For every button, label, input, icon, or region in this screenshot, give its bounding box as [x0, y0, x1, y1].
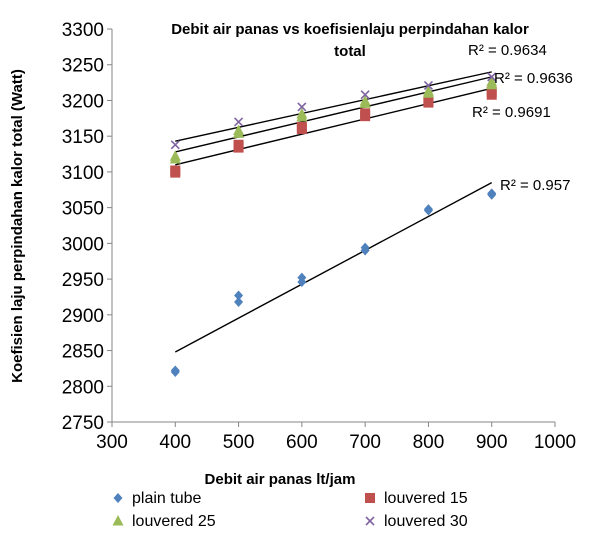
data-point-louvered-25	[169, 153, 181, 164]
x-tick-label: 900	[476, 432, 508, 453]
data-points	[169, 72, 498, 377]
x-tick-label: 700	[349, 432, 381, 453]
chart-title-line-1: Debit air panas vs koefisienlaju perpind…	[171, 21, 529, 38]
y-tick-label: 2950	[62, 270, 104, 291]
x-marker-stroke	[170, 140, 180, 150]
data-point-plain-tube	[234, 296, 244, 307]
data-point-louvered-30	[170, 140, 180, 150]
legend-label-plain-tube: plain tube	[132, 490, 201, 507]
data-point-louvered-15	[360, 111, 371, 122]
y-tick-label: 3000	[62, 234, 104, 255]
data-point-louvered-15	[296, 124, 307, 135]
y-tick-label: 3250	[62, 56, 104, 77]
legend-marker-louvered-15	[365, 493, 375, 503]
x-tick-label: 500	[223, 432, 255, 453]
data-point-plain-tube	[423, 205, 433, 216]
data-point-louvered-15	[170, 167, 181, 178]
data-point-louvered-25	[233, 127, 245, 138]
data-point-louvered-25	[359, 97, 371, 108]
chart-title-line-2: total	[334, 43, 366, 60]
legend-label-louvered-30: louvered 30	[384, 513, 468, 530]
data-point-louvered-15	[233, 142, 244, 153]
data-point-plain-tube	[170, 366, 180, 377]
axes	[107, 28, 556, 427]
trendline-louvered-25	[175, 76, 492, 153]
data-point-louvered-25	[296, 110, 308, 122]
data-point-louvered-30	[487, 72, 497, 82]
y-tick-label: 3100	[62, 163, 104, 184]
legend-marker-louvered-25	[112, 515, 124, 526]
x-marker-stroke	[234, 117, 244, 127]
trendline-louvered-30	[175, 71, 492, 142]
trendline-plain-tube	[174, 182, 493, 353]
r2-label-plain-tube: R² = 0.957	[500, 177, 570, 194]
legend-marker-louvered-30	[365, 516, 375, 526]
legend-label-louvered-25: louvered 25	[132, 513, 216, 530]
x-axis-title: Debit air panas lt/jam	[205, 471, 356, 488]
legend-item-louvered-15: louvered 15	[365, 490, 468, 507]
trendline-louvered-15	[175, 87, 492, 166]
x-tick-label: 400	[159, 432, 191, 453]
legend-label-louvered-15: louvered 15	[384, 490, 468, 507]
x-marker-stroke	[423, 80, 433, 91]
y-tick-labels: 2750 2800 2850 2900 2950 3000 3050 3100 3150 3200…	[62, 20, 104, 434]
y-axis-title: Koefisien laju perpindahan kalor total (…	[9, 69, 26, 383]
data-point-plain-tube	[234, 290, 244, 301]
data-point-louvered-15	[423, 97, 434, 108]
y-tick-label: 2750	[62, 413, 104, 434]
y-tick-label: 3300	[62, 20, 104, 41]
data-point-louvered-15	[486, 89, 497, 100]
x-marker-stroke	[487, 72, 497, 82]
r2-label-louvered-25: R² = 0.9636	[494, 70, 573, 87]
legend-marker-plain-tube	[113, 493, 123, 503]
x-marker-stroke	[365, 516, 375, 526]
x-tick-label: 300	[96, 432, 128, 453]
y-tick-label: 2800	[62, 377, 104, 398]
x-marker-stroke	[297, 102, 307, 112]
r2-label-louvered-15: R² = 0.9691	[472, 104, 551, 121]
y-tick-label: 3200	[62, 91, 104, 112]
x-tick-label: 1000	[534, 432, 576, 453]
legend-item-plain-tube: plain tube	[113, 490, 201, 507]
data-point-louvered-30	[297, 102, 307, 112]
y-tick-label: 3150	[62, 127, 104, 148]
x-tick-labels: 300 400 500 600 700 800 900 1000	[96, 432, 576, 453]
y-tick-label: 2850	[62, 342, 104, 363]
data-point-plain-tube	[297, 276, 307, 287]
x-tick-label: 800	[413, 432, 445, 453]
data-point-louvered-30	[234, 117, 244, 127]
legend-item-louvered-30: louvered 30	[365, 513, 468, 530]
data-point-louvered-25	[422, 87, 434, 98]
legend-item-louvered-25: louvered 25	[112, 513, 216, 530]
data-point-louvered-30	[360, 90, 370, 100]
data-point-louvered-25	[486, 78, 498, 90]
legend: plain tube louvered 15 louvered 25 louvered…	[112, 490, 468, 530]
r2-label-louvered-30: R² = 0.9634	[468, 42, 547, 59]
data-point-plain-tube	[360, 245, 370, 256]
x-marker-stroke	[360, 90, 370, 100]
trendlines	[174, 71, 493, 353]
data-point-louvered-30	[423, 80, 433, 91]
y-tick-label: 3050	[62, 199, 104, 220]
y-tick-label: 2900	[62, 306, 104, 327]
x-tick-label: 600	[286, 432, 318, 453]
data-point-plain-tube	[487, 189, 497, 200]
